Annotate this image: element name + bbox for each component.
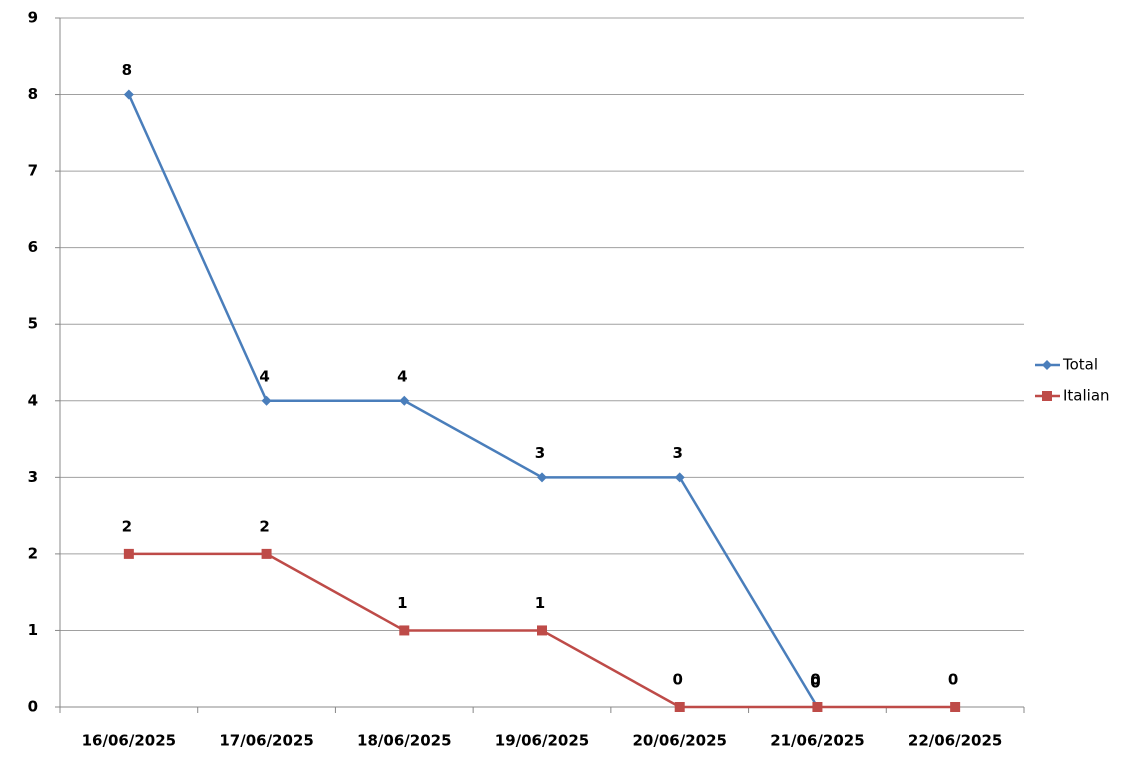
x-tick-label: 17/06/2025 (219, 732, 313, 750)
x-tick-label: 18/06/2025 (357, 732, 451, 750)
data-label: 3 (535, 444, 545, 462)
data-label: 4 (259, 367, 269, 385)
legend-marker (1042, 360, 1052, 370)
y-tick-label: 5 (28, 315, 38, 333)
point (537, 625, 547, 636)
x-tick-label: 21/06/2025 (770, 732, 864, 750)
point (674, 702, 685, 712)
point (261, 395, 272, 406)
point (261, 548, 272, 559)
legend-label: Italian (1063, 387, 1110, 405)
data-label: 0 (810, 671, 820, 689)
point (812, 702, 823, 712)
x-tick-label: 16/06/2025 (82, 732, 176, 750)
point (674, 472, 685, 483)
point (537, 472, 547, 483)
data-label: 3 (672, 444, 682, 462)
y-tick-label: 9 (28, 9, 38, 27)
y-tick-label: 1 (28, 621, 38, 639)
y-tick-label: 3 (28, 468, 38, 486)
legend-marker (1042, 391, 1052, 401)
point (399, 625, 410, 636)
data-label: 0 (810, 674, 820, 692)
legend-label: Total (1062, 356, 1098, 374)
data-label: 4 (397, 367, 407, 385)
y-tick-label: 4 (28, 391, 38, 409)
data-label: 2 (259, 517, 269, 535)
y-tick-label: 6 (28, 238, 38, 256)
x-tick-label: 20/06/2025 (632, 732, 726, 750)
series-line (127, 94, 819, 708)
point (950, 702, 961, 712)
point (123, 89, 134, 100)
x-tick-label: 19/06/2025 (495, 732, 589, 750)
y-tick-label: 0 (28, 698, 38, 716)
data-label: 1 (535, 594, 545, 612)
y-tick-label: 2 (28, 544, 38, 562)
y-tick-label: 8 (28, 85, 38, 103)
point (399, 395, 410, 406)
x-tick-label: 22/06/2025 (908, 732, 1002, 750)
data-label: 0 (672, 671, 682, 689)
data-label: 1 (397, 594, 407, 612)
data-label: 0 (948, 671, 958, 689)
y-tick-label: 7 (28, 162, 38, 180)
point (123, 548, 134, 559)
data-label: 8 (122, 61, 132, 79)
data-label: 2 (122, 517, 132, 535)
